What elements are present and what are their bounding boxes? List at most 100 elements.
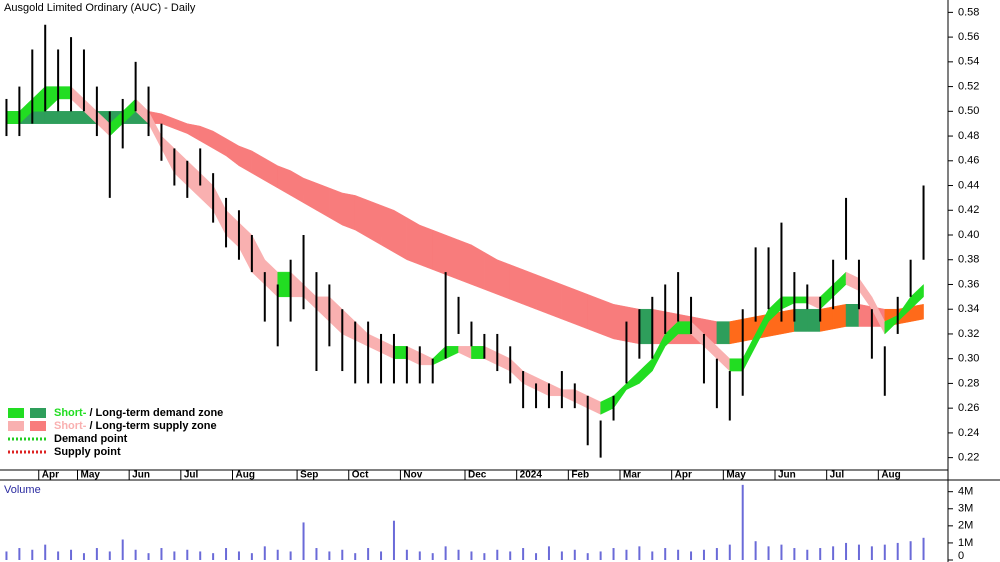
long-term-zone: [716, 321, 731, 345]
volume-bar: [677, 549, 680, 560]
y-tick-label: 0.56: [958, 31, 979, 43]
volume-bar: [780, 544, 783, 560]
volume-bar: [263, 546, 266, 560]
volume-bar: [328, 551, 331, 560]
long-term-zone: [354, 195, 369, 238]
long-term-zone: [910, 303, 924, 322]
long-term-zone: [832, 303, 847, 330]
y-tick-label: 0.40: [958, 229, 979, 241]
y-tick-label: 0.54: [958, 56, 979, 68]
legend-text: Short- / Long-term supply zone: [54, 420, 217, 432]
volume-bar: [870, 546, 873, 560]
volume-bar: [199, 551, 202, 560]
long-term-zone: [561, 284, 576, 325]
volume-bar: [754, 541, 757, 560]
x-tick-label: Sep: [300, 470, 318, 481]
legend-prefix: Short-: [54, 420, 87, 432]
volume-bar: [664, 548, 667, 560]
y-tick-label: 0.38: [958, 254, 979, 266]
x-tick-label: Feb: [571, 470, 589, 481]
volume-bar: [367, 548, 370, 560]
short-term-zone: [277, 271, 291, 298]
volume-bar: [638, 546, 641, 560]
legend-prefix: Short-: [54, 407, 87, 419]
x-tick-label: Aug: [236, 470, 255, 481]
long-term-zone: [380, 204, 395, 253]
volume-bar: [896, 542, 899, 560]
y-tick-label: 0.58: [958, 6, 979, 18]
long-term-zone: [509, 264, 524, 305]
legend-swatch: [8, 421, 24, 431]
volume-label: Volume: [4, 484, 41, 496]
legend-swatch: [30, 408, 46, 418]
volume-bar: [44, 544, 47, 560]
y-tick-label: 0.24: [958, 427, 979, 439]
long-term-zone: [522, 269, 537, 310]
x-tick-label: Aug: [881, 470, 900, 481]
volume-tick-label: 4M: [958, 486, 973, 498]
short-term-zone: [6, 111, 20, 124]
volume-bar: [121, 539, 124, 560]
volume-bar: [522, 548, 525, 560]
volume-tick-label: 0: [958, 550, 964, 562]
volume-bar: [134, 549, 137, 560]
y-tick-label: 0.48: [958, 130, 979, 142]
volume-bar: [18, 548, 21, 560]
y-tick-label: 0.42: [958, 204, 979, 216]
volume-bar: [315, 548, 318, 560]
long-term-zone: [342, 192, 356, 231]
short-term-zone: [57, 86, 72, 100]
volume-bar: [341, 549, 344, 560]
long-term-zone: [44, 111, 59, 124]
volume-bar: [5, 551, 8, 560]
legend-label: / Long-term supply zone: [86, 420, 216, 432]
long-term-zone: [57, 111, 72, 124]
legend-label: Demand point: [54, 433, 128, 445]
y-tick-label: 0.46: [958, 155, 979, 167]
legend-text: Short- / Long-term demand zone: [54, 407, 223, 419]
long-term-zone: [432, 229, 446, 275]
x-tick-label: Nov: [403, 470, 422, 481]
long-term-zone: [845, 304, 860, 327]
chart-title: Ausgold Limited Ordinary (AUC) - Daily: [4, 2, 196, 14]
volume-bar: [651, 551, 654, 560]
volume-bar: [909, 541, 912, 560]
volume-bar: [470, 551, 473, 560]
volume-bar: [57, 551, 60, 560]
x-tick-label: Mar: [623, 470, 641, 481]
y-tick-label: 0.30: [958, 353, 979, 365]
long-term-zone: [781, 308, 795, 335]
volume-bar: [547, 546, 550, 560]
legend-text: Demand point: [54, 433, 128, 445]
volume-bar: [806, 549, 809, 560]
volume-bar: [289, 551, 292, 560]
short-term-zone: [471, 346, 485, 359]
legend-text: Supply point: [54, 446, 121, 458]
volume-bar: [690, 551, 693, 560]
short-term-zone: [729, 358, 743, 372]
x-tick-label: May: [81, 470, 101, 481]
x-tick-label: 2024: [520, 470, 543, 481]
y-tick-label: 0.22: [958, 452, 979, 464]
long-term-zone: [574, 289, 588, 330]
short-term-zone: [910, 283, 924, 310]
volume-bar: [496, 549, 499, 560]
volume-bar: [509, 551, 512, 560]
y-tick-label: 0.28: [958, 377, 979, 389]
x-tick-label: Jun: [778, 470, 796, 481]
long-term-zone: [484, 251, 498, 295]
volume-bar: [212, 553, 215, 560]
volume-bar: [392, 520, 395, 560]
long-term-zone: [406, 217, 421, 266]
y-tick-label: 0.36: [958, 278, 979, 290]
y-tick-label: 0.44: [958, 179, 979, 191]
long-term-zone: [794, 308, 808, 332]
volume-bar: [186, 549, 189, 560]
short-term-zone: [393, 346, 408, 359]
long-term-zone: [587, 294, 601, 335]
volume-bar: [599, 551, 602, 560]
long-term-zone: [626, 306, 640, 345]
x-tick-label: Jul: [830, 470, 845, 481]
legend-swatch: [8, 408, 24, 418]
